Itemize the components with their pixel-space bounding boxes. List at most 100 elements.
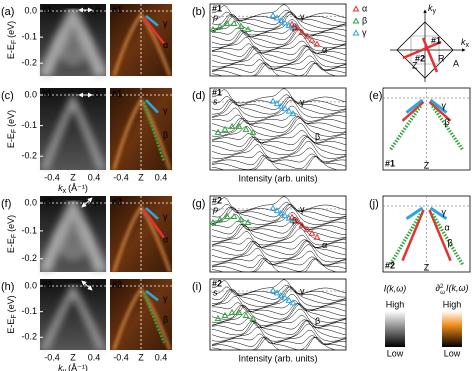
edc-curve — [211, 62, 337, 76]
band-line — [145, 99, 159, 114]
edc-curve — [211, 45, 346, 57]
x-tick-label: 0.4 — [88, 352, 101, 362]
y-tick-label: 0.0 — [24, 197, 37, 207]
band-marker — [277, 291, 285, 298]
band-label: β — [445, 117, 450, 127]
edc-curve — [211, 25, 346, 38]
panel-label: (f) — [1, 198, 11, 210]
edc-curve — [211, 94, 346, 107]
band-marker — [209, 218, 217, 225]
band-marker — [269, 11, 277, 19]
panel-label: (g) — [192, 198, 205, 210]
pol-arrow — [81, 197, 93, 208]
legend-label: α — [362, 3, 367, 13]
edc-curve — [211, 130, 346, 143]
x-tick-label: 0.4 — [88, 172, 101, 182]
band-marker — [313, 40, 321, 47]
band-line — [428, 101, 452, 122]
band-marker — [237, 22, 245, 29]
edc-curve — [211, 336, 337, 350]
y-tick-label: -0.2 — [21, 332, 37, 342]
edc-curve — [211, 222, 346, 239]
x-tick-label: Z — [138, 352, 144, 362]
edc-curves — [211, 4, 346, 76]
band-marker — [313, 233, 321, 240]
band-marker — [281, 105, 289, 112]
band-line — [401, 209, 425, 262]
band-label: β — [292, 22, 297, 32]
edc-curve — [211, 45, 346, 61]
y-tick-label: -0.1 — [21, 225, 37, 235]
edc-curve — [211, 258, 338, 272]
edc-curve — [211, 303, 346, 320]
colorbar — [385, 311, 405, 347]
x-axis-label-part: (Å⁻¹) — [68, 363, 88, 371]
center-label: Z — [424, 262, 430, 272]
band-line — [430, 213, 465, 266]
edc-frame — [209, 278, 347, 351]
edc-curve — [211, 116, 346, 133]
colorbar-label: ∂2 ωI(k,ω) — [436, 283, 469, 295]
y-tick-label: 0.0 — [24, 89, 37, 99]
panel-label: (j) — [369, 198, 379, 210]
x-tick-label: -0.4 — [44, 352, 60, 362]
band-line — [145, 15, 159, 27]
y-axis-label-part: F — [11, 314, 18, 318]
colorbar-high: High — [386, 299, 405, 309]
band-marker — [273, 289, 281, 296]
cut-tag: #1 — [212, 3, 222, 13]
band-marker — [277, 16, 285, 24]
band-glow — [41, 93, 105, 172]
edc-curve — [212, 286, 346, 304]
band-marker — [303, 32, 311, 39]
band-marker — [244, 25, 252, 32]
band-marker — [269, 204, 277, 211]
x-tick-label: -0.4 — [113, 172, 129, 182]
band-marker — [298, 28, 306, 35]
band-label: γ — [300, 11, 305, 21]
band-label: β — [315, 316, 320, 326]
edc-frame — [209, 87, 347, 171]
cut-tag: #2 — [42, 196, 52, 206]
band-line — [142, 209, 166, 239]
axis-label: ky — [428, 3, 437, 14]
band-marker — [214, 314, 222, 321]
band-marker — [216, 215, 224, 222]
edc-curve — [211, 206, 346, 225]
band-glow — [38, 193, 108, 275]
band-marker — [281, 294, 289, 301]
panel-label: (b) — [192, 6, 205, 18]
edc-curve — [211, 112, 346, 125]
edc-curve — [211, 319, 346, 332]
band-label: β — [448, 237, 453, 247]
cut-line — [402, 40, 442, 60]
polarization: p — [212, 12, 218, 22]
edc-curve — [211, 123, 346, 141]
band-label: α — [163, 40, 168, 50]
band-label: γ — [163, 105, 168, 115]
cut-tag: #1 — [112, 88, 122, 98]
band-marker — [293, 217, 301, 224]
band-marker — [223, 19, 231, 26]
edc-curve — [211, 320, 346, 339]
point-label: Z — [412, 60, 418, 70]
x-axis-label-part: k — [58, 183, 63, 193]
cut-line — [421, 37, 439, 73]
deriv-glow — [112, 287, 172, 351]
edc-curve — [211, 140, 346, 159]
band-label: α — [322, 45, 327, 55]
band-marker — [230, 19, 238, 26]
legend-marker — [352, 5, 360, 12]
edc-curve — [211, 34, 346, 52]
edc-curve — [211, 105, 346, 122]
edc-curves — [211, 196, 346, 272]
edc-curve — [211, 156, 338, 170]
band-label: γ — [163, 19, 168, 29]
band-marker — [285, 107, 293, 114]
band-marker — [235, 122, 243, 129]
polarization: s — [95, 279, 100, 289]
x-tick-label: -0.4 — [113, 352, 129, 362]
y-axis-label: E-EF (eV) — [6, 215, 17, 253]
y-axis-label-part: F — [11, 40, 18, 44]
band-marker — [273, 14, 281, 21]
